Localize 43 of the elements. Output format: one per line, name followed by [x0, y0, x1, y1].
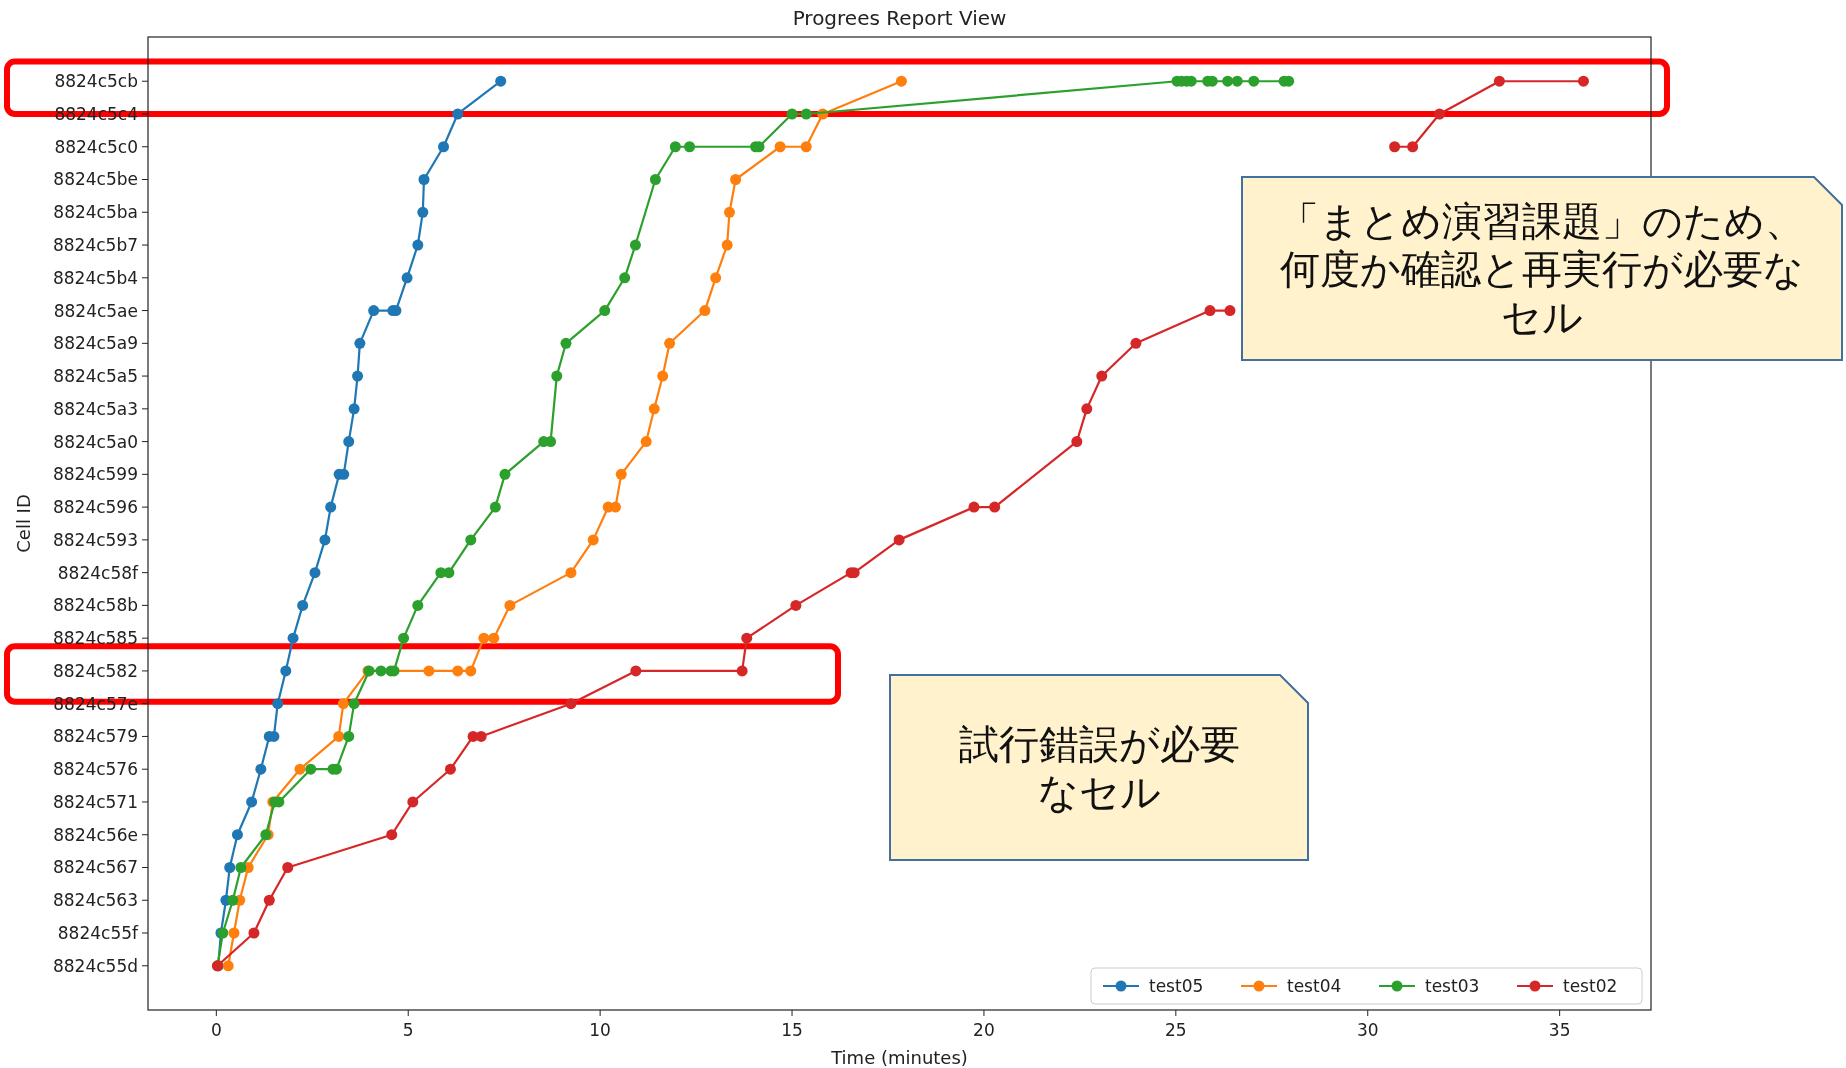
x-axis-title: Time (minutes): [830, 1047, 968, 1068]
legend-label: test02: [1563, 975, 1618, 996]
y-tick-label: 8824c567: [52, 857, 138, 878]
annotation: 「まとめ演習課題」のため、何度か確認と再実行が必要なセル: [1279, 197, 1805, 340]
legend-label: test05: [1149, 975, 1204, 996]
y-tick-label: 8824c5b4: [52, 267, 138, 288]
y-tick-label: 8824c5c0: [54, 136, 138, 157]
x-tick-label: 5: [402, 1020, 414, 1040]
legend-label: test03: [1425, 975, 1480, 996]
y-tick-label: 8824c5a0: [53, 431, 138, 452]
y-tick-label: 8824c576: [52, 759, 138, 780]
y-tick-label: 8824c563: [52, 890, 138, 911]
x-tick-label: 25: [1165, 1020, 1187, 1040]
y-tick-label: 8824c571: [52, 791, 138, 812]
y-tick-label: 8824c5a9: [53, 333, 138, 354]
y-tick-label: 8824c58b: [52, 595, 138, 616]
y-tick-label: 8824c5ba: [53, 202, 138, 223]
y-tick-label: 8824c5a5: [53, 366, 138, 387]
x-tick-label: 0: [210, 1020, 222, 1040]
y-tick-label: 8824c56e: [53, 824, 138, 845]
y-tick-label: 8824c585: [52, 628, 138, 649]
x-tick-label: 10: [589, 1020, 611, 1040]
x-tick-label: 30: [1356, 1020, 1379, 1040]
chart-title: Progrees Report View: [792, 6, 1007, 30]
y-tick-label: 8824c596: [52, 497, 138, 518]
y-tick-label: 8824c593: [52, 529, 138, 550]
x-tick-label: 35: [1548, 1020, 1571, 1040]
y-tick-label: 8824c5b7: [52, 234, 138, 255]
y-tick-label: 8824c55f: [57, 922, 140, 943]
x-tick-label: 20: [973, 1020, 995, 1040]
y-axis-title: Cell ID: [13, 494, 34, 553]
y-tick-label: 8824c5ae: [53, 300, 138, 321]
y-tick-label: 8824c579: [52, 726, 138, 747]
y-tick-label: 8824c55d: [52, 955, 138, 976]
y-tick-label: 8824c5a3: [53, 398, 138, 419]
y-tick-label: 8824c5be: [53, 169, 138, 190]
y-tick-label: 8824c599: [52, 464, 138, 485]
y-tick-label: 8824c58f: [57, 562, 140, 583]
y-tick-label: 8824c5cb: [54, 71, 138, 92]
annotation: 試行錯誤が必要なセル: [958, 720, 1240, 815]
legend-label: test04: [1287, 975, 1342, 996]
x-tick-label: 15: [781, 1020, 803, 1040]
y-tick-label: 8824c582: [52, 660, 138, 681]
